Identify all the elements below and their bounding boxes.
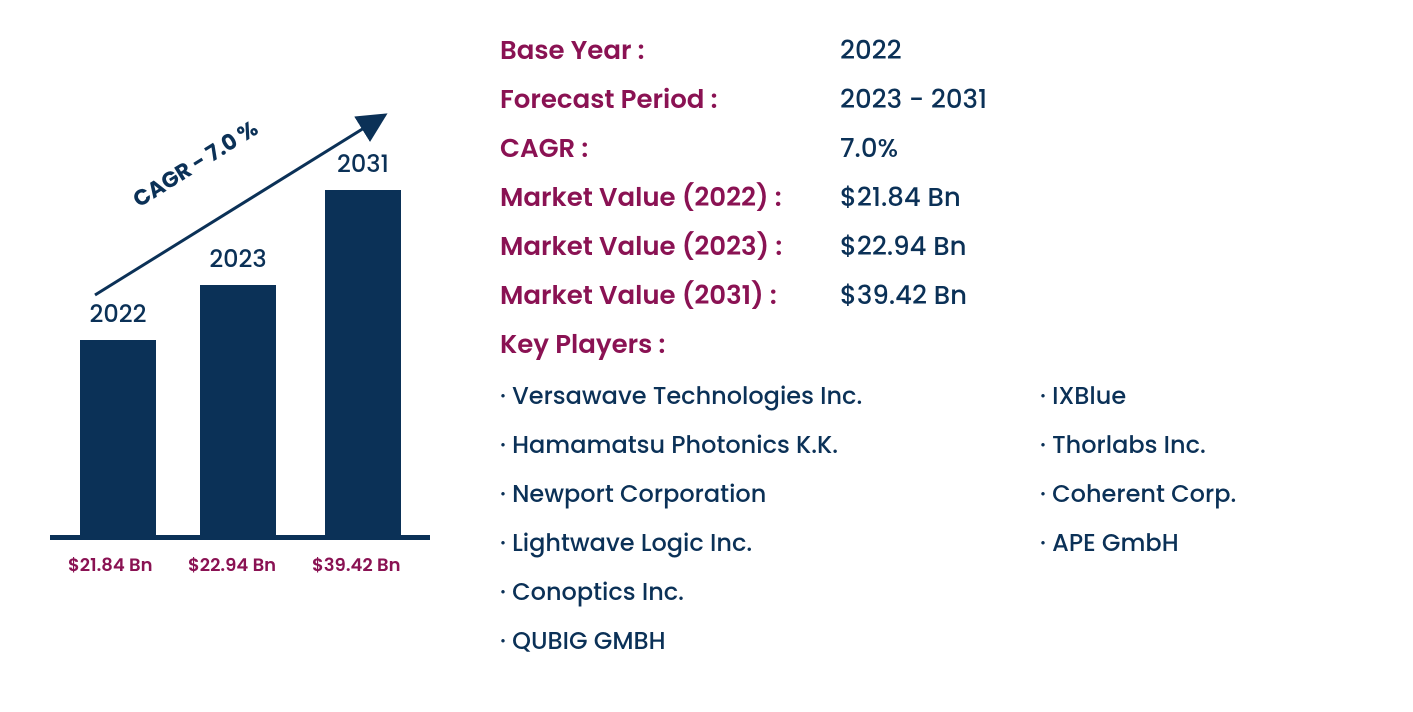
key-player-item: · Versawave Technologies Inc.: [500, 379, 1040, 414]
info-key: Base Year :: [500, 32, 840, 71]
info-value: 2022: [840, 32, 902, 71]
key-player-item: · Conoptics Inc.: [500, 575, 1040, 610]
key-player-item: · IXBlue: [1040, 379, 1236, 414]
bar-rect: [200, 285, 276, 535]
info-key: Forecast Period :: [500, 81, 840, 120]
key-players-columns: · Versawave Technologies Inc. · Hamamats…: [500, 379, 1383, 673]
info-value: 7.0%: [840, 130, 898, 169]
key-player-item: · Lightwave Logic Inc.: [500, 526, 1040, 561]
bar-rect: [325, 190, 401, 535]
info-key: CAGR :: [500, 130, 840, 169]
bar-chart: 2022 2023 2031: [50, 130, 430, 540]
bar-2022: 2022: [80, 297, 156, 535]
key-player-item: · Thorlabs Inc.: [1040, 428, 1236, 463]
key-player-item: · QUBIG GMBH: [500, 624, 1040, 659]
key-players-title: Key Players :: [500, 326, 1383, 365]
key-player-item: · APE GmbH: [1040, 526, 1236, 561]
bar-value-label: $21.84 Bn: [68, 552, 153, 579]
info-value: $22.94 Bn: [840, 228, 967, 267]
info-row-market-value-2022: Market Value (2022) : $21.84 Bn: [500, 179, 1383, 218]
key-players-col-right: · IXBlue · Thorlabs Inc. · Coherent Corp…: [1040, 379, 1236, 673]
bar-value-label: $22.94 Bn: [188, 552, 276, 579]
bar-rect: [80, 340, 156, 535]
info-row-forecast-period: Forecast Period : 2023 - 2031: [500, 81, 1383, 120]
bar-year-label: 2022: [90, 297, 147, 332]
info-row-cagr: CAGR : 7.0%: [500, 130, 1383, 169]
bar-value-label: $39.42 Bn: [312, 552, 401, 579]
chart-panel: CAGR - 7.0 % 2022 2023 2031: [40, 20, 460, 692]
info-value: $21.84 Bn: [840, 179, 961, 218]
info-key: Market Value (2031) :: [500, 277, 840, 316]
key-player-item: · Coherent Corp.: [1040, 477, 1236, 512]
key-player-item: · Newport Corporation: [500, 477, 1040, 512]
info-key: Market Value (2023) :: [500, 228, 840, 267]
bar-2031: 2031: [325, 147, 401, 535]
bar-2023: 2023: [200, 242, 276, 535]
info-panel: Base Year : 2022 Forecast Period : 2023 …: [460, 20, 1383, 692]
info-row-market-value-2023: Market Value (2023) : $22.94 Bn: [500, 228, 1383, 267]
bar-value-labels: $21.84 Bn $22.94 Bn $39.42 Bn: [50, 540, 430, 580]
info-value: 2023 - 2031: [840, 81, 987, 120]
info-row-market-value-2031: Market Value (2031) : $39.42 Bn: [500, 277, 1383, 316]
infographic-container: CAGR - 7.0 % 2022 2023 2031: [0, 0, 1413, 712]
info-key: Market Value (2022) :: [500, 179, 840, 218]
bar-year-label: 2023: [209, 242, 266, 277]
bar-year-label: 2031: [337, 147, 389, 182]
info-value: $39.42 Bn: [840, 277, 967, 316]
info-row-base-year: Base Year : 2022: [500, 32, 1383, 71]
key-player-item: · Hamamatsu Photonics K.K.: [500, 428, 1040, 463]
key-players-col-left: · Versawave Technologies Inc. · Hamamats…: [500, 379, 1040, 673]
